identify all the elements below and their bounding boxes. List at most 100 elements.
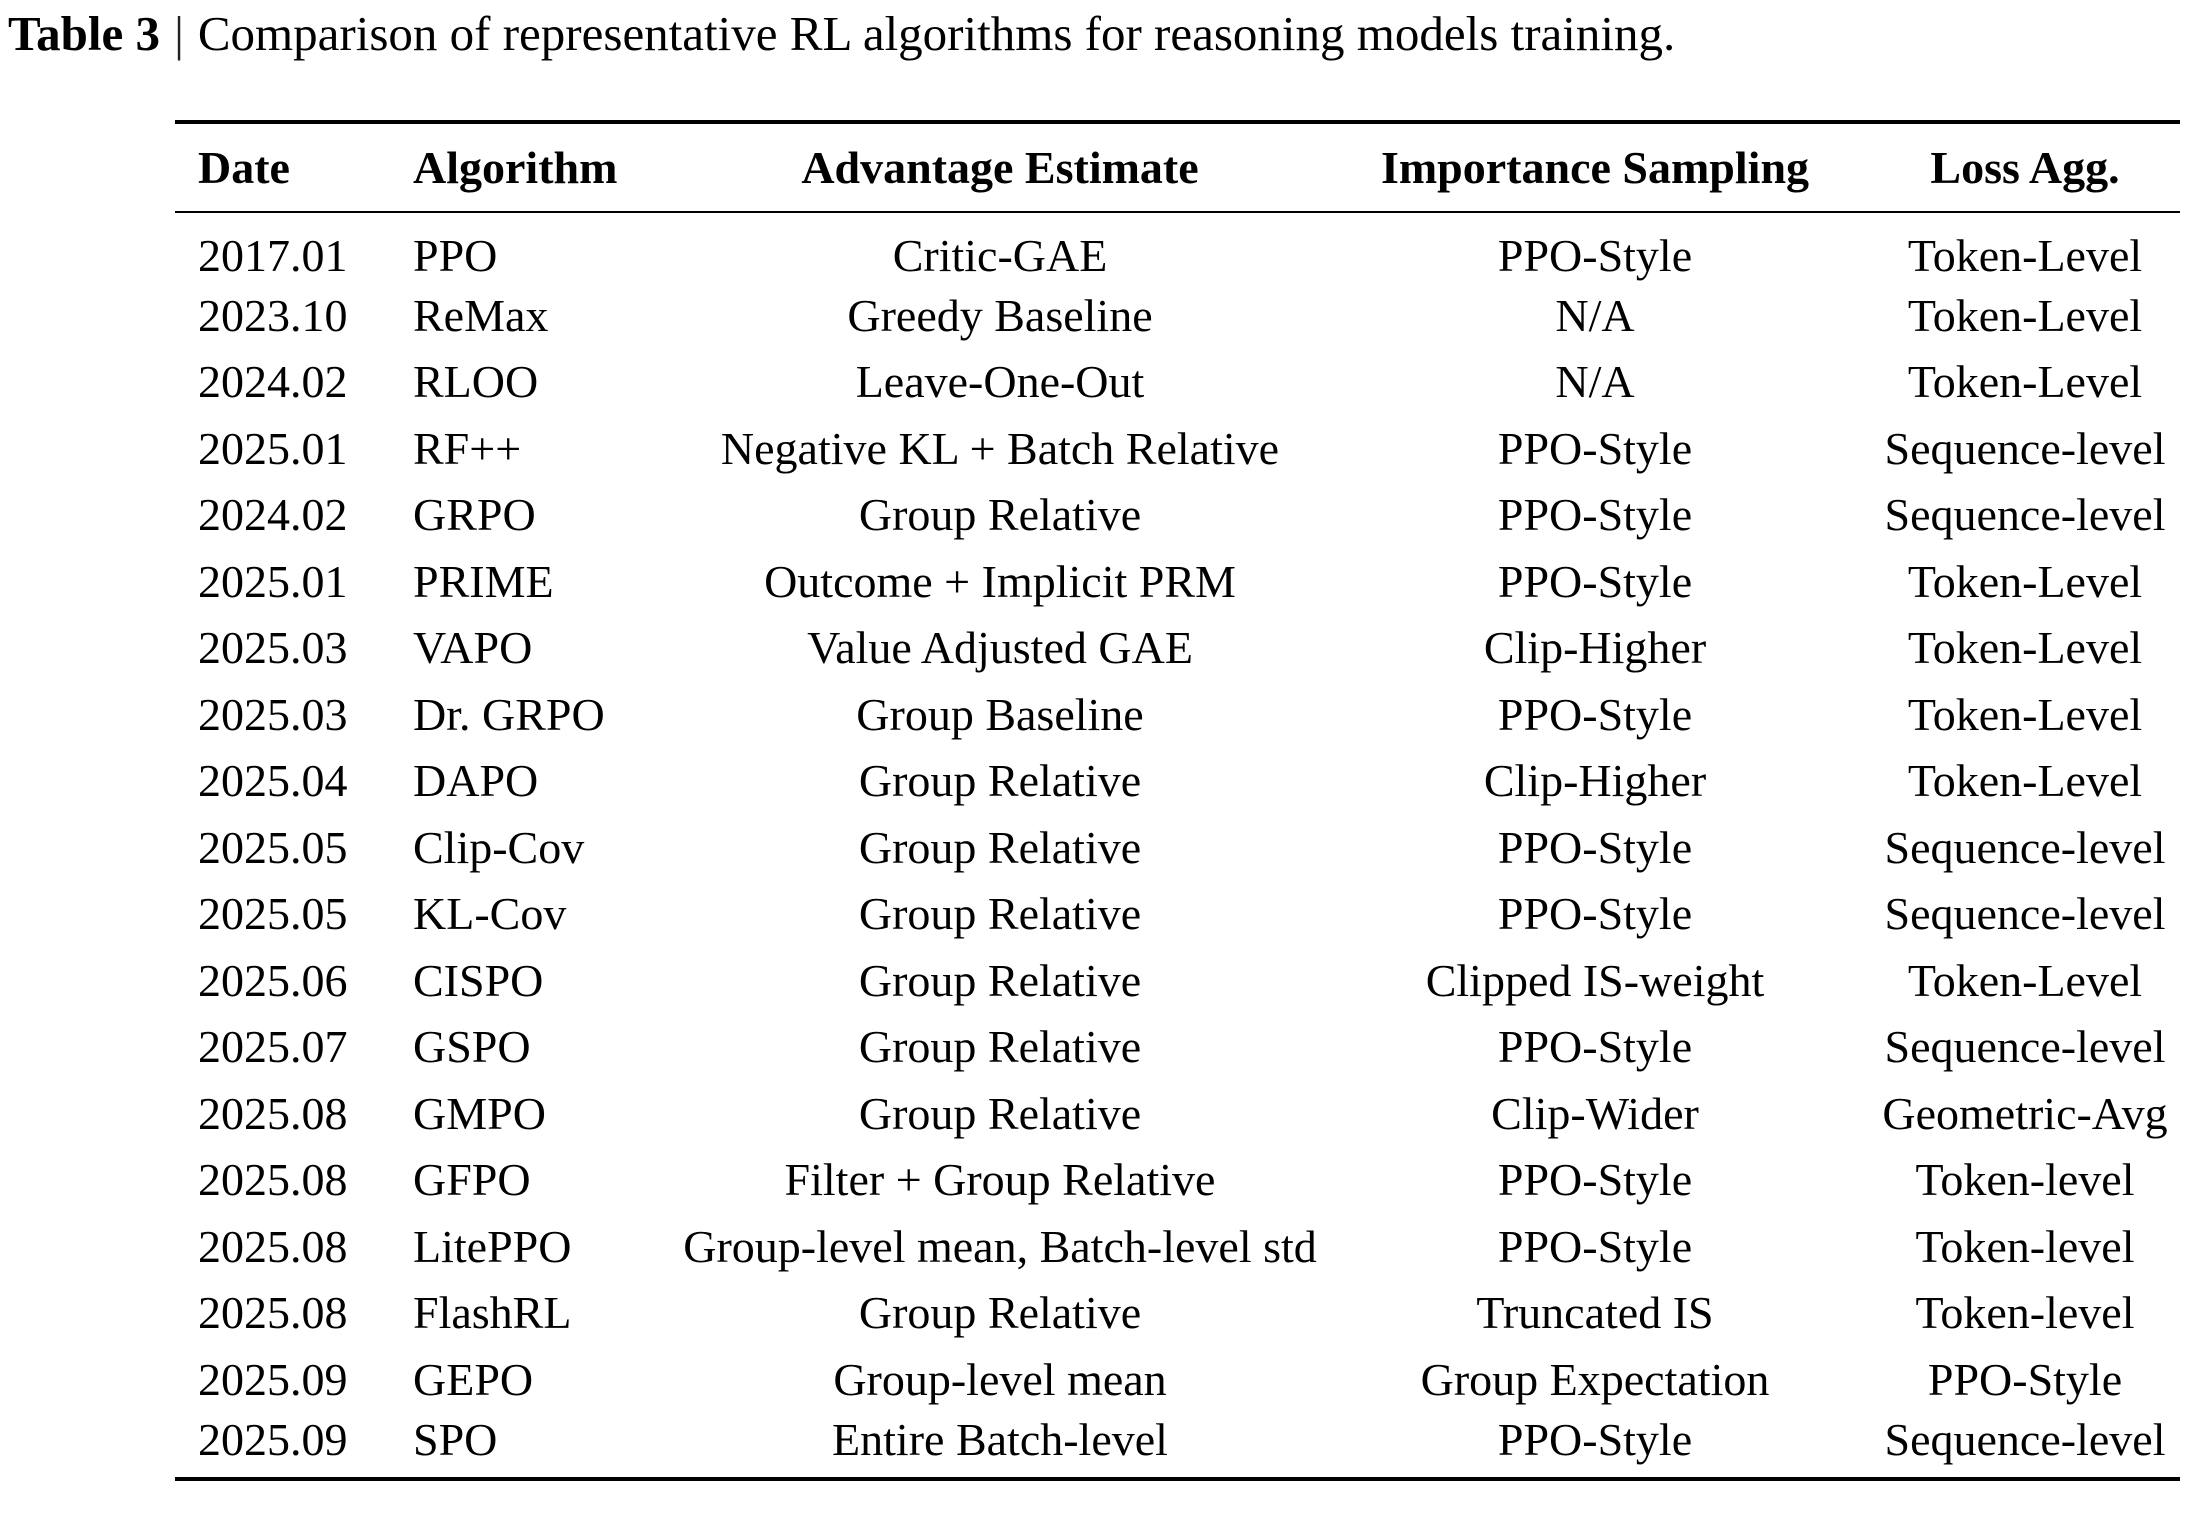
table-row: 2023.10 ReMax Greedy Baseline N/A Token-… — [175, 282, 2180, 349]
cell-loss-agg: Sequence-level — [1884, 1414, 2166, 1466]
cell-algorithm: VAPO — [413, 622, 533, 674]
cell-loss-agg: Token-Level — [1907, 230, 2143, 281]
cell-loss-agg: Token-level — [1915, 1154, 2135, 1206]
cell-advantage-estimate: Group Relative — [858, 1087, 1142, 1139]
cell-importance-sampling: PPO-Style — [1497, 1414, 1693, 1466]
cell-algorithm: GEPO — [413, 1353, 534, 1405]
table-row: 2025.01 PRIME Outcome + Implicit PRM PPO… — [175, 548, 2180, 615]
cell-advantage-estimate: Group-level mean — [833, 1353, 1167, 1405]
cell-loss-agg: Token-Level — [1907, 755, 2143, 807]
cell-advantage-estimate: Critic-GAE — [892, 230, 1108, 281]
cell-loss-agg: Geometric-Avg — [1882, 1087, 2168, 1139]
cell-loss-agg: Token-Level — [1907, 688, 2143, 740]
cell-importance-sampling: Truncated IS — [1476, 1287, 1714, 1339]
column-header-importance-sampling: Importance Sampling — [1320, 122, 1870, 213]
cell-loss-agg: Sequence-level — [1884, 821, 2166, 873]
rl-algorithms-table: Date Algorithm Advantage Estimate Import… — [175, 120, 2180, 1481]
cell-advantage-estimate: Outcome + Implicit PRM — [764, 555, 1236, 607]
column-header-date: Date — [175, 122, 413, 213]
cell-date: 2025.08 — [198, 1087, 348, 1139]
cell-date: 2024.02 — [198, 356, 348, 408]
table-row: 2025.08 GFPO Filter + Group Relative PPO… — [175, 1147, 2180, 1214]
cell-algorithm: GMPO — [413, 1087, 546, 1139]
cell-importance-sampling: PPO-Style — [1497, 888, 1693, 940]
cell-advantage-estimate: Group Relative — [858, 1287, 1142, 1339]
cell-algorithm: Clip-Cov — [413, 821, 585, 873]
table-row: 2025.08 LitePPO Group-level mean, Batch-… — [175, 1213, 2180, 1280]
cell-algorithm: PRIME — [413, 555, 554, 607]
cell-loss-agg: Sequence-level — [1884, 422, 2166, 474]
cell-date: 2025.07 — [198, 1021, 348, 1073]
cell-advantage-estimate: Leave-One-Out — [855, 356, 1145, 408]
cell-importance-sampling: N/A — [1555, 356, 1635, 408]
cell-advantage-estimate: Group-level mean, Batch-level std — [683, 1220, 1317, 1272]
table-row: 2024.02 RLOO Leave-One-Out N/A Token-Lev… — [175, 349, 2180, 416]
cell-date: 2023.10 — [198, 289, 348, 341]
cell-date: 2025.03 — [198, 622, 348, 674]
cell-algorithm: Dr. GRPO — [413, 688, 605, 740]
cell-date: 2024.02 — [198, 489, 348, 541]
cell-importance-sampling: PPO-Style — [1497, 230, 1693, 281]
cell-loss-agg: Sequence-level — [1884, 1021, 2166, 1073]
cell-algorithm: SPO — [413, 1414, 498, 1466]
cell-loss-agg: Token-Level — [1907, 622, 2143, 674]
cell-algorithm: PPO — [413, 230, 498, 281]
cell-algorithm: GSPO — [413, 1021, 531, 1073]
cell-date: 2025.09 — [198, 1414, 348, 1466]
cell-algorithm: GRPO — [413, 489, 536, 541]
cell-importance-sampling: N/A — [1555, 289, 1635, 341]
cell-advantage-estimate: Negative KL + Batch Relative — [720, 422, 1280, 474]
table-row: 2025.03 VAPO Value Adjusted GAE Clip-Hig… — [175, 615, 2180, 682]
column-header-loss-agg: Loss Agg. — [1870, 122, 2180, 213]
cell-importance-sampling: PPO-Style — [1497, 688, 1693, 740]
table-row: 2025.07 GSPO Group Relative PPO-Style Se… — [175, 1014, 2180, 1081]
table-caption-separator: | — [174, 6, 184, 61]
cell-date: 2017.01 — [198, 230, 348, 281]
cell-algorithm: RLOO — [413, 356, 539, 408]
cell-advantage-estimate: Group Relative — [858, 1021, 1142, 1073]
table-caption-label: Table 3 — [8, 6, 161, 61]
cell-importance-sampling: PPO-Style — [1497, 1154, 1693, 1206]
table-row: 2025.03 Dr. GRPO Group Baseline PPO-Styl… — [175, 681, 2180, 748]
table-body: 2017.01 PPO Critic-GAE PPO-Style Token-L… — [175, 212, 2180, 1479]
cell-loss-agg: Token-level — [1915, 1287, 2135, 1339]
cell-loss-agg: Sequence-level — [1884, 489, 2166, 541]
cell-importance-sampling: Clip-Wider — [1491, 1087, 1699, 1139]
table-row: 2025.05 Clip-Cov Group Relative PPO-Styl… — [175, 814, 2180, 881]
table-row: 2025.01 RF++ Negative KL + Batch Relativ… — [175, 415, 2180, 482]
cell-date: 2025.05 — [198, 821, 348, 873]
cell-loss-agg: Token-Level — [1907, 289, 2143, 341]
cell-advantage-estimate: Greedy Baseline — [847, 289, 1153, 341]
cell-loss-agg: Token-Level — [1907, 356, 2143, 408]
table-row: 2024.02 GRPO Group Relative PPO-Style Se… — [175, 482, 2180, 549]
cell-importance-sampling: PPO-Style — [1497, 821, 1693, 873]
cell-date: 2025.01 — [198, 555, 348, 607]
cell-date: 2025.08 — [198, 1220, 348, 1272]
table-row: 2025.09 GEPO Group-level mean Group Expe… — [175, 1346, 2180, 1413]
table-caption-text: Comparison of representative RL algorith… — [197, 6, 1676, 61]
cell-advantage-estimate: Group Relative — [858, 489, 1142, 541]
cell-advantage-estimate: Group Baseline — [856, 688, 1144, 740]
table-row: 2025.08 GMPO Group Relative Clip-Wider G… — [175, 1080, 2180, 1147]
cell-importance-sampling: Group Expectation — [1420, 1353, 1770, 1405]
table-caption: Table 3 | Comparison of representative RL … — [8, 6, 1675, 62]
cell-importance-sampling: PPO-Style — [1497, 489, 1693, 541]
cell-algorithm: FlashRL — [413, 1287, 572, 1339]
cell-importance-sampling: PPO-Style — [1497, 1021, 1693, 1073]
cell-advantage-estimate: Filter + Group Relative — [784, 1154, 1216, 1206]
table-row: 2025.06 CISPO Group Relative Clipped IS-… — [175, 947, 2180, 1014]
cell-algorithm: LitePPO — [413, 1220, 572, 1272]
cell-algorithm: CISPO — [413, 954, 544, 1006]
cell-importance-sampling: PPO-Style — [1497, 422, 1693, 474]
cell-date: 2025.09 — [198, 1353, 348, 1405]
cell-date: 2025.08 — [198, 1287, 348, 1339]
cell-loss-agg: Token-Level — [1907, 555, 2143, 607]
cell-loss-agg: Sequence-level — [1884, 888, 2166, 940]
cell-algorithm: RF++ — [413, 422, 522, 474]
cell-advantage-estimate: Group Relative — [858, 954, 1142, 1006]
cell-advantage-estimate: Group Relative — [858, 755, 1142, 807]
cell-advantage-estimate: Value Adjusted GAE — [807, 622, 1193, 674]
cell-algorithm: DAPO — [413, 755, 539, 807]
cell-advantage-estimate: Group Relative — [858, 821, 1142, 873]
